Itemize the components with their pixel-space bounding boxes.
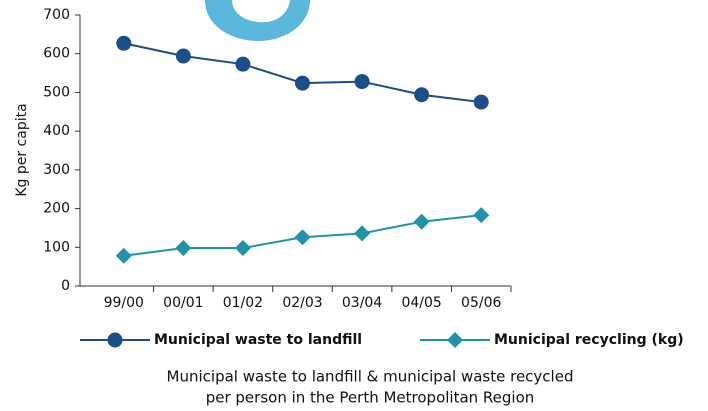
y-tick-label: 100 (43, 239, 70, 255)
point (294, 229, 311, 246)
x-tick-label: 05/06 (461, 295, 501, 311)
legend-text: Municipal waste to landfill (154, 332, 362, 348)
point (354, 74, 370, 90)
point (295, 75, 310, 91)
x-tick-label: 01/02 (223, 295, 263, 311)
point (414, 87, 430, 103)
x-tick-label: 03/04 (342, 295, 382, 311)
point (354, 225, 371, 242)
point (175, 48, 191, 64)
legend-marker (447, 332, 463, 348)
point (473, 94, 489, 110)
y-tick-label: 300 (43, 162, 70, 178)
y-tick-label: 500 (43, 84, 70, 100)
point (413, 213, 430, 230)
point (116, 35, 132, 51)
y-axis-label: Kg per capita (14, 103, 30, 196)
y-tick-label: 600 (43, 46, 70, 62)
y-tick-label: 200 (43, 201, 70, 217)
point (115, 247, 132, 264)
x-tick-label: 00/01 (163, 295, 203, 311)
x-tick-label: 02/03 (282, 295, 322, 311)
caption: Municipal waste to landfill & municipal … (167, 368, 574, 386)
point (235, 56, 251, 72)
point (234, 240, 251, 257)
legend-marker (107, 332, 123, 348)
legend-text: Municipal recycling (kg) (494, 332, 684, 348)
x-tick-label: 99/00 (104, 295, 144, 311)
y-tick-label: 400 (43, 123, 70, 139)
point (473, 207, 490, 224)
point (175, 240, 192, 257)
y-tick-label: 0 (61, 278, 70, 294)
y-tick-label: 700 (43, 7, 70, 23)
x-tick-label: 04/05 (401, 295, 441, 311)
logo-decoration (205, 0, 310, 41)
caption: per person in the Perth Metropolitan Reg… (206, 389, 535, 407)
